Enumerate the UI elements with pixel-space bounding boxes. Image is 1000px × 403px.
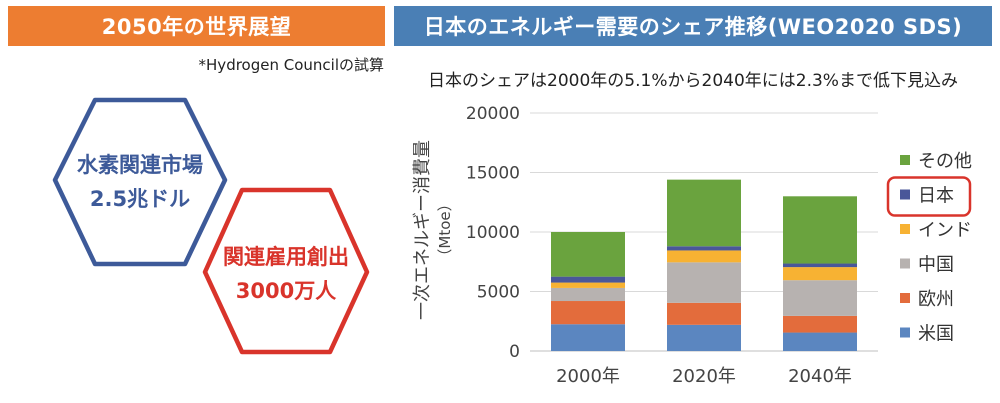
legend-swatch <box>900 155 910 165</box>
legend-swatch <box>900 258 910 269</box>
right-banner: 日本のエネルギー需要のシェア推移(WEO2020 SDS) <box>394 6 992 46</box>
hexagon-market-line1: 水素関連市場 <box>77 153 203 177</box>
bar-segment <box>667 246 741 251</box>
y-tick-label: 0 <box>509 342 520 362</box>
hexagon-employment-line2: 3000万人 <box>236 279 336 303</box>
legend-swatch <box>900 327 910 338</box>
legend-swatch <box>900 293 910 303</box>
legend-highlight-box <box>886 176 972 217</box>
bar-segment <box>783 263 857 268</box>
hexagon-employment <box>202 187 370 355</box>
y-axis-label-main: 一次エネルギー消費量 <box>412 140 433 320</box>
legend-label: インド <box>918 220 972 241</box>
legend-label: 中国 <box>918 255 954 276</box>
legend-label: 米国 <box>918 324 954 345</box>
bar-segment <box>783 280 857 316</box>
bar-segment <box>667 179 741 247</box>
bar-segment <box>551 232 625 277</box>
left-banner: 2050年の世界展望 <box>8 6 385 46</box>
legend-label: 日本 <box>918 186 954 207</box>
hexagon-employment-line1: 関連雇用創出 <box>223 245 349 269</box>
y-tick-label: 20000 <box>466 104 520 124</box>
legend-swatch <box>900 189 910 200</box>
legend-label: 欧州 <box>918 289 954 310</box>
bar-segment <box>783 267 857 281</box>
hexagon-market-line2: 2.5兆ドル <box>90 187 190 211</box>
bar-segment <box>783 315 857 333</box>
y-tick-label: 5000 <box>477 283 520 303</box>
x-tick-label: 2000年 <box>556 366 620 387</box>
bar-segment <box>667 324 741 351</box>
source-note: *Hydrogen Councilの試算 <box>198 56 384 74</box>
bar-segment <box>551 324 625 351</box>
legend-label: その他 <box>918 151 972 172</box>
y-tick-label: 15000 <box>466 164 520 184</box>
bar-segment <box>783 196 857 264</box>
bar-segment <box>667 302 741 325</box>
x-tick-label: 2020年 <box>672 366 736 387</box>
x-tick-label: 2040年 <box>788 366 852 387</box>
bar-segment <box>551 301 625 325</box>
bar-segment <box>667 250 741 263</box>
chart-subtitle: 日本のシェアは2000年の5.1%から2040年には2.3%まで低下見込み <box>428 71 958 91</box>
bar-segment <box>667 262 741 303</box>
y-axis-label: 一次エネルギー消費量 （Mtoe） <box>412 140 454 320</box>
y-tick-label: 10000 <box>466 223 520 243</box>
bar-segment <box>551 282 625 288</box>
bar-segment <box>551 276 625 283</box>
hexagon-market <box>52 97 228 267</box>
bar-segment <box>783 332 857 351</box>
y-axis-label-unit: （Mtoe） <box>436 196 454 263</box>
legend-swatch <box>900 224 910 234</box>
bar-segment <box>551 287 625 302</box>
hexagon-graphics: 水素関連市場 2.5兆ドル 関連雇用創出 3000万人 <box>52 97 370 355</box>
